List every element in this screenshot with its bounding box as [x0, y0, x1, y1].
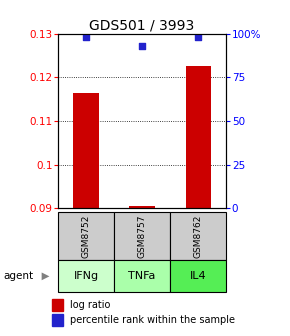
Text: percentile rank within the sample: percentile rank within the sample — [70, 315, 235, 325]
Bar — [170, 260, 226, 292]
Text: IFNg: IFNg — [73, 271, 99, 281]
Bar — [58, 260, 114, 292]
Point — [84, 34, 88, 40]
Text: GSM8757: GSM8757 — [137, 214, 147, 258]
Bar — [129, 206, 155, 208]
Bar — [186, 67, 211, 208]
Point — [140, 43, 144, 48]
Text: GSM8762: GSM8762 — [194, 214, 203, 258]
Bar — [52, 299, 63, 311]
Title: GDS501 / 3993: GDS501 / 3993 — [90, 18, 195, 33]
Point — [196, 34, 200, 40]
Bar — [114, 212, 170, 260]
Bar — [73, 92, 99, 208]
Text: TNFa: TNFa — [128, 271, 156, 281]
Bar — [170, 212, 226, 260]
Bar — [58, 212, 114, 260]
Text: GSM8752: GSM8752 — [81, 214, 90, 258]
Text: IL4: IL4 — [190, 271, 206, 281]
Text: agent: agent — [3, 271, 33, 281]
Bar — [52, 314, 63, 326]
Bar — [114, 260, 170, 292]
Text: log ratio: log ratio — [70, 300, 110, 310]
